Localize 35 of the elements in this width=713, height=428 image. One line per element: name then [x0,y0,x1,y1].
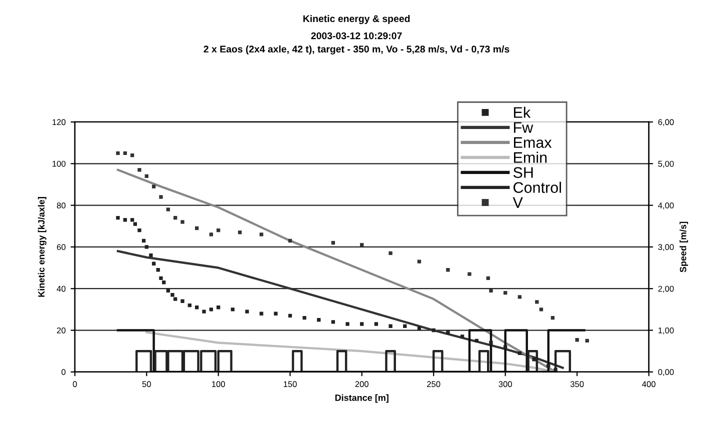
x-axis-title: Distance [m] [335,394,388,403]
y2-tick-label: 5,00 [658,160,674,168]
legend-label: Fw [514,122,534,133]
y2-tick-label: 4,00 [658,202,674,210]
x-tick-label: 0 [72,381,77,388]
legend-label: SH [513,167,533,178]
y-tick-label: 0 [62,369,66,376]
y-tick-label: 20 [56,327,66,334]
chart-title: Kinetic energy & speed [303,14,410,24]
y-tick-label: 80 [56,202,66,208]
x-tick-label: 400 [642,381,656,388]
y-tick-label: 40 [56,286,66,292]
y2-tick-label: 2,00 [658,286,674,293]
legend-label: Control [514,182,561,193]
y-tick-label: 100 [52,160,66,167]
legend-label: V [512,197,523,208]
x-tick-label: 100 [212,381,225,388]
chart-subtitle: 2003-03-12 10:29:07 2 x Eaos (2x4 axle, 42 t), target - 350 m, Vo - 5,28 m/s, Vd - 0,73 m/s [204,32,510,54]
x-tick-label: 250 [427,381,440,388]
y2-tick-label: 3,00 [658,244,674,252]
x-tick-label: 200 [355,381,368,388]
x-tick-label: 300 [498,381,512,388]
legend-label: Emax [514,137,552,148]
legend-label: Emin [514,152,547,163]
y-axis-title: Kinetic energy [kJ/axle] [38,197,46,297]
x-tick-label: 350 [570,381,584,388]
y2-tick-label: 1,00 [658,327,674,334]
y2-tick-label: 6,00 [658,119,674,126]
y2-tick-label: 0,00 [658,369,674,376]
x-tick-label: 150 [284,381,297,388]
legend-label: Ek [514,106,531,118]
y-tick-label: 60 [56,244,66,250]
x-tick-label: 50 [142,381,151,388]
y-tick-label: 120 [52,119,66,126]
y2-axis-title: Speed [m/s] [680,222,688,272]
